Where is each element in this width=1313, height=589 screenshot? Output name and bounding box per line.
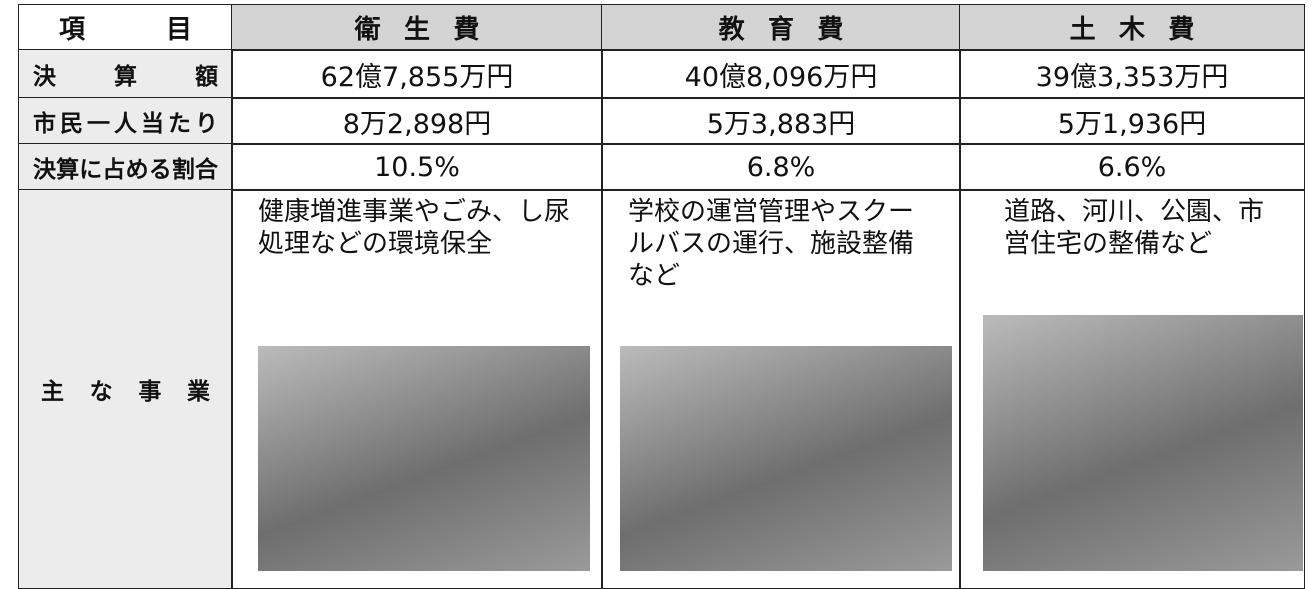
row-label-text: 市民一人当たり (33, 111, 218, 137)
header-cell: 教育費 (601, 4, 961, 51)
header-cell: 衛生費 (231, 4, 603, 51)
cell: 道路、河川、公園、市営住宅の整備など (959, 189, 1305, 589)
row-label: 決算に占める割合 (18, 143, 233, 191)
cell: 8万2,898円 (231, 97, 603, 145)
row-label-text: 決算に占める割合 (33, 157, 218, 183)
cell-text: 学校の運営管理やスクールバスの運行、施設整備など (628, 197, 915, 291)
row-label-text: 決算額 (33, 64, 218, 90)
cell: 6.8% (601, 143, 961, 191)
photo (620, 346, 952, 571)
page: 項目 衛生費 教育費 土木費 決算額 62億7,855万円 40億8,096万円… (18, 4, 1305, 589)
cell: 62億7,855万円 (231, 49, 603, 99)
cell: 39億3,353万円 (959, 49, 1305, 99)
photo (258, 346, 590, 571)
photo (983, 315, 1303, 571)
header-cell: 土木費 (959, 4, 1305, 51)
header-cell: 項目 (18, 4, 233, 51)
cell: 40億8,096万円 (601, 49, 961, 99)
row-label-text: 主な事業 (41, 379, 210, 405)
row-label: 主な事業 (18, 189, 233, 589)
cell: 6.6% (959, 143, 1305, 191)
cell: 10.5% (231, 143, 603, 191)
row-label: 決算額 (18, 49, 233, 99)
cell: 健康増進事業やごみ、し尿処理などの環境保全 (231, 189, 603, 589)
cell-text: 道路、河川、公園、市営住宅の整備など (1004, 197, 1265, 259)
header-text: 項目 (59, 15, 192, 45)
cell: 5万3,883円 (601, 97, 961, 145)
row-label: 市民一人当たり (18, 97, 233, 145)
cell-text: 健康増進事業やごみ、し尿処理などの環境保全 (258, 197, 571, 259)
cell: 学校の運営管理やスクールバスの運行、施設整備など (601, 189, 961, 589)
cell: 5万1,936円 (959, 97, 1305, 145)
